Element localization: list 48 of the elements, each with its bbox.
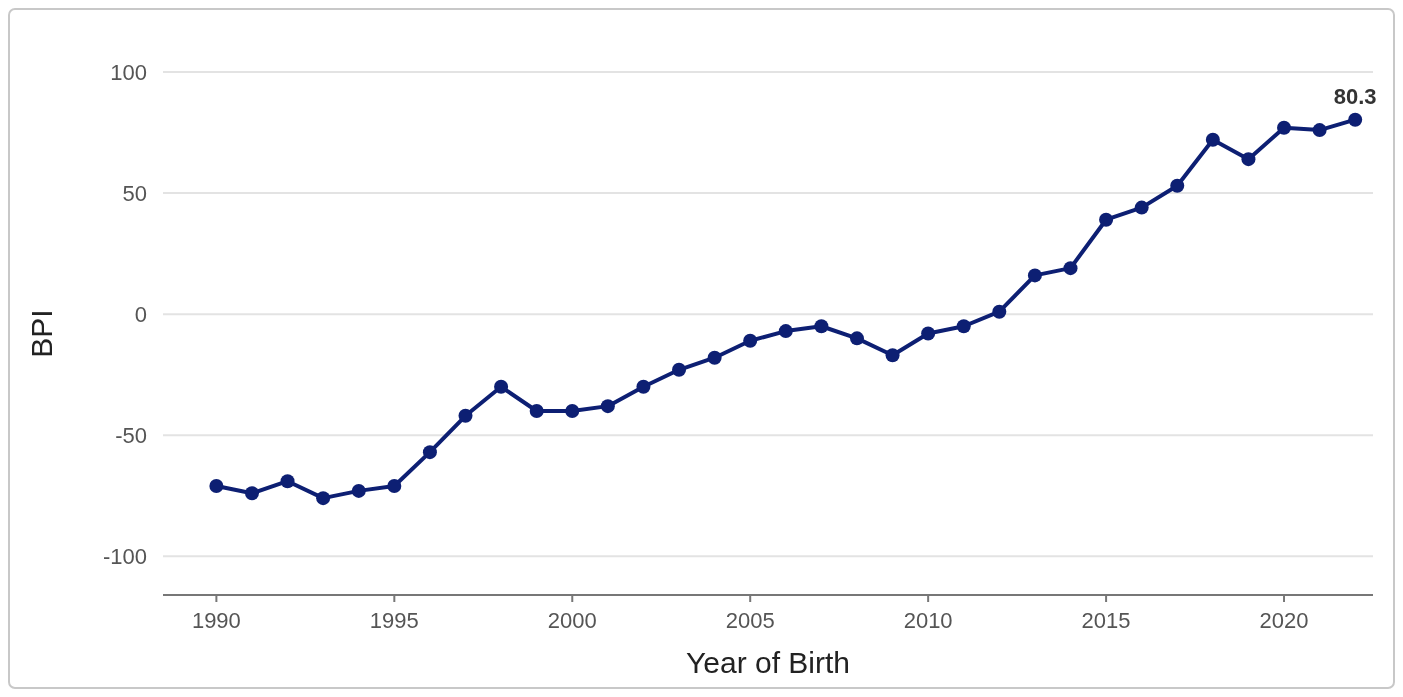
point [992,304,1007,319]
point [209,479,224,494]
point [494,379,509,394]
point [1277,120,1292,135]
point [1063,261,1078,276]
x-tick-label: 2015 [1081,608,1131,633]
point [1312,123,1327,138]
annotation: 80.3 [1333,83,1377,109]
x-tick-label: 2010 [903,608,953,633]
point [280,474,295,489]
point [244,486,259,501]
point [636,379,651,394]
point [387,479,402,494]
point [1099,212,1114,227]
point [672,362,687,377]
point [1241,152,1256,167]
x-tick-label: 2005 [725,608,775,633]
point [707,350,722,365]
x-tick-label: 2020 [1259,608,1309,633]
point [458,408,473,423]
x-tick-label: 1995 [369,608,419,633]
point [1348,112,1363,127]
y-tick-label: -50 [115,422,147,448]
point [814,319,829,334]
point [849,331,864,346]
point [743,333,758,348]
point [778,324,793,339]
x-axis-title: Year of Birth [686,646,850,679]
x-tick-label: 2000 [547,608,597,633]
point [885,348,900,363]
point [1134,200,1149,215]
point [921,326,936,341]
x-tick-label: 1990 [191,608,241,633]
y-tick-label: -100 [102,543,147,569]
point [351,483,366,498]
point [1170,178,1185,193]
point [565,403,580,418]
point [422,445,437,460]
point [956,319,971,334]
point [1027,268,1042,283]
y-tick-label: 0 [134,301,147,327]
point [529,403,544,418]
point [600,399,615,414]
y-axis-title: BPI [25,309,58,358]
y-tick-label: 100 [110,59,147,85]
point [316,491,331,506]
y-tick-label: 50 [122,180,147,206]
point [1205,132,1220,147]
